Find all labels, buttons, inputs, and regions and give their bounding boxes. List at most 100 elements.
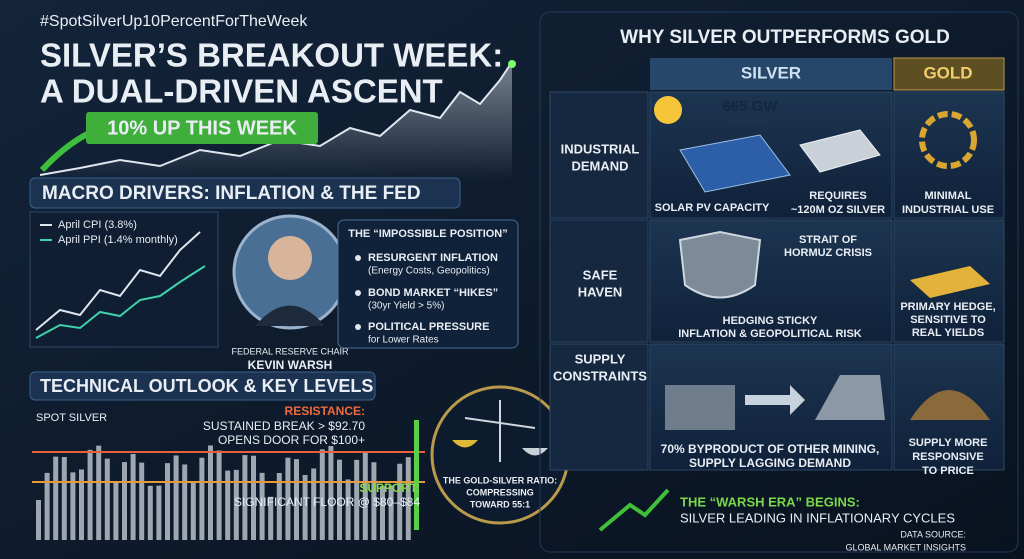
scale-pan-silver: [522, 448, 548, 456]
gold-mine-icon: [910, 390, 990, 420]
hero-dot: [508, 60, 516, 68]
cell: [893, 91, 1005, 219]
cell-headline: HORMUZ CRISIS: [784, 247, 872, 259]
decorative-bar: [371, 462, 377, 540]
decorative-bar: [44, 472, 50, 540]
point-title: BOND MARKET “HIKES”: [368, 287, 498, 299]
cell-headline: 665 GW: [722, 98, 778, 115]
legend-label: April PPI (1.4% monthly): [58, 234, 178, 246]
cell-note: SUPPLY LAGGING DEMAND: [689, 456, 851, 470]
decorative-bar: [104, 458, 110, 540]
decorative-bar: [199, 457, 205, 540]
hero-area: [40, 62, 512, 180]
decorative-bar: [319, 449, 325, 540]
cell-note: ~120M OZ SILVER: [791, 204, 885, 216]
source: GLOBAL MARKET INSIGHTS: [845, 542, 966, 552]
row-header: [549, 219, 649, 343]
decorative-bar: [388, 485, 394, 540]
source-label: DATA SOURCE:: [900, 529, 966, 539]
scale: [464, 417, 536, 429]
section-header: [29, 371, 376, 401]
breakout-bar: [414, 420, 419, 530]
resistance-line-text: SUSTAINED BREAK > $92.70: [203, 419, 366, 433]
decorative-bar: [182, 464, 188, 540]
hero-line: [39, 61, 513, 176]
decorative-bar: [380, 486, 385, 540]
decorative-bar: [36, 500, 41, 540]
factory-icon: [665, 385, 735, 430]
decorative-bar: [294, 459, 299, 540]
ppi-line: [35, 265, 206, 339]
decorative-bar: [328, 445, 334, 540]
decorative-bar: [397, 463, 403, 540]
section-title: MACRO DRIVERS: INFLATION & THE FED: [42, 183, 421, 204]
column-header: [650, 58, 892, 90]
decorative-bars: [36, 445, 411, 540]
scale-pan-gold: [452, 440, 478, 448]
right-panel: [539, 11, 1019, 553]
column-title: GOLD: [923, 63, 972, 82]
decorative-bar: [276, 473, 282, 540]
headline: SILVER’S BREAKOUT WEEK:: [40, 37, 503, 74]
cell-subhead: (Forecast): [727, 117, 773, 128]
row-header: [549, 91, 649, 219]
point-detail: (30yr Yield > 5%): [368, 301, 444, 312]
chair-role: FEDERAL RESERVE CHAIR: [231, 346, 349, 356]
point-detail: for Lower Rates: [368, 335, 439, 346]
chain-icon: [919, 111, 977, 169]
shield-icon: [678, 230, 762, 299]
chart-label: SPOT SILVER: [36, 412, 107, 424]
decorative-bar: [96, 445, 102, 540]
row-header: [549, 343, 649, 471]
decorative-bar: [216, 450, 222, 540]
footer-headline: THE “WARSH ERA” BEGINS:: [680, 494, 860, 509]
decorative-bar: [53, 456, 59, 540]
decorative-bar: [61, 457, 67, 540]
row-label: HAVEN: [578, 284, 623, 299]
decorative-bar: [87, 449, 93, 540]
decorative-bar: [122, 462, 127, 540]
panel-title: WHY SILVER OUTPERFORMS GOLD: [620, 27, 950, 48]
solar-icon: [679, 134, 791, 193]
section-header: [29, 177, 461, 209]
decorative-bar: [70, 472, 76, 540]
portrait-suit: [255, 305, 325, 326]
footer-arrow: [598, 488, 670, 532]
decorative-bar: [233, 469, 239, 540]
chair-name: KEVIN WARSH: [248, 358, 333, 372]
decorative-bar: [79, 469, 84, 540]
hashtag: #SpotSilverUp10PercentForTheWeek: [40, 13, 308, 30]
gold-bar-icon: [910, 266, 990, 298]
column-header: [893, 57, 1005, 91]
gold-note: SENSITIVE TO: [910, 314, 986, 326]
cell-note: 70% BYPRODUCT OF OTHER MINING,: [661, 442, 880, 456]
decorative-bar: [173, 455, 179, 540]
decorative-bar: [268, 496, 274, 540]
decorative-bar: [242, 455, 248, 540]
decorative-bar: [208, 445, 213, 540]
cell-note: INFLATION & GEOPOLITICAL RISK: [678, 328, 862, 340]
point-title: POLITICAL PRESSURE: [368, 321, 489, 333]
cell-headline: STRAIT OF: [799, 234, 857, 246]
point-title: RESURGENT INFLATION: [368, 252, 498, 264]
support-title: SUPPORT:: [359, 481, 420, 495]
mine-icon: [815, 375, 885, 420]
row-label: DEMAND: [571, 158, 628, 173]
decorative-bar: [130, 453, 136, 540]
ratio-text: THE GOLD-SILVER RATIO:: [443, 475, 557, 485]
resistance-title: RESISTANCE:: [285, 404, 365, 418]
gold-note: INDUSTRIAL USE: [902, 204, 994, 216]
decorative-bar: [354, 459, 360, 540]
gold-note: PRIMARY HEDGE,: [900, 301, 995, 313]
decorative-bar: [190, 482, 196, 540]
decorative-bar: [345, 479, 351, 540]
decorative-bar: [285, 457, 291, 540]
row-label: INDUSTRIAL: [561, 141, 640, 156]
gold-note: REAL YIELDS: [912, 327, 984, 339]
decorative-bar: [251, 455, 256, 540]
ratio-text: COMPRESSING: [466, 487, 534, 497]
gold-note: TO PRICE: [922, 465, 974, 477]
